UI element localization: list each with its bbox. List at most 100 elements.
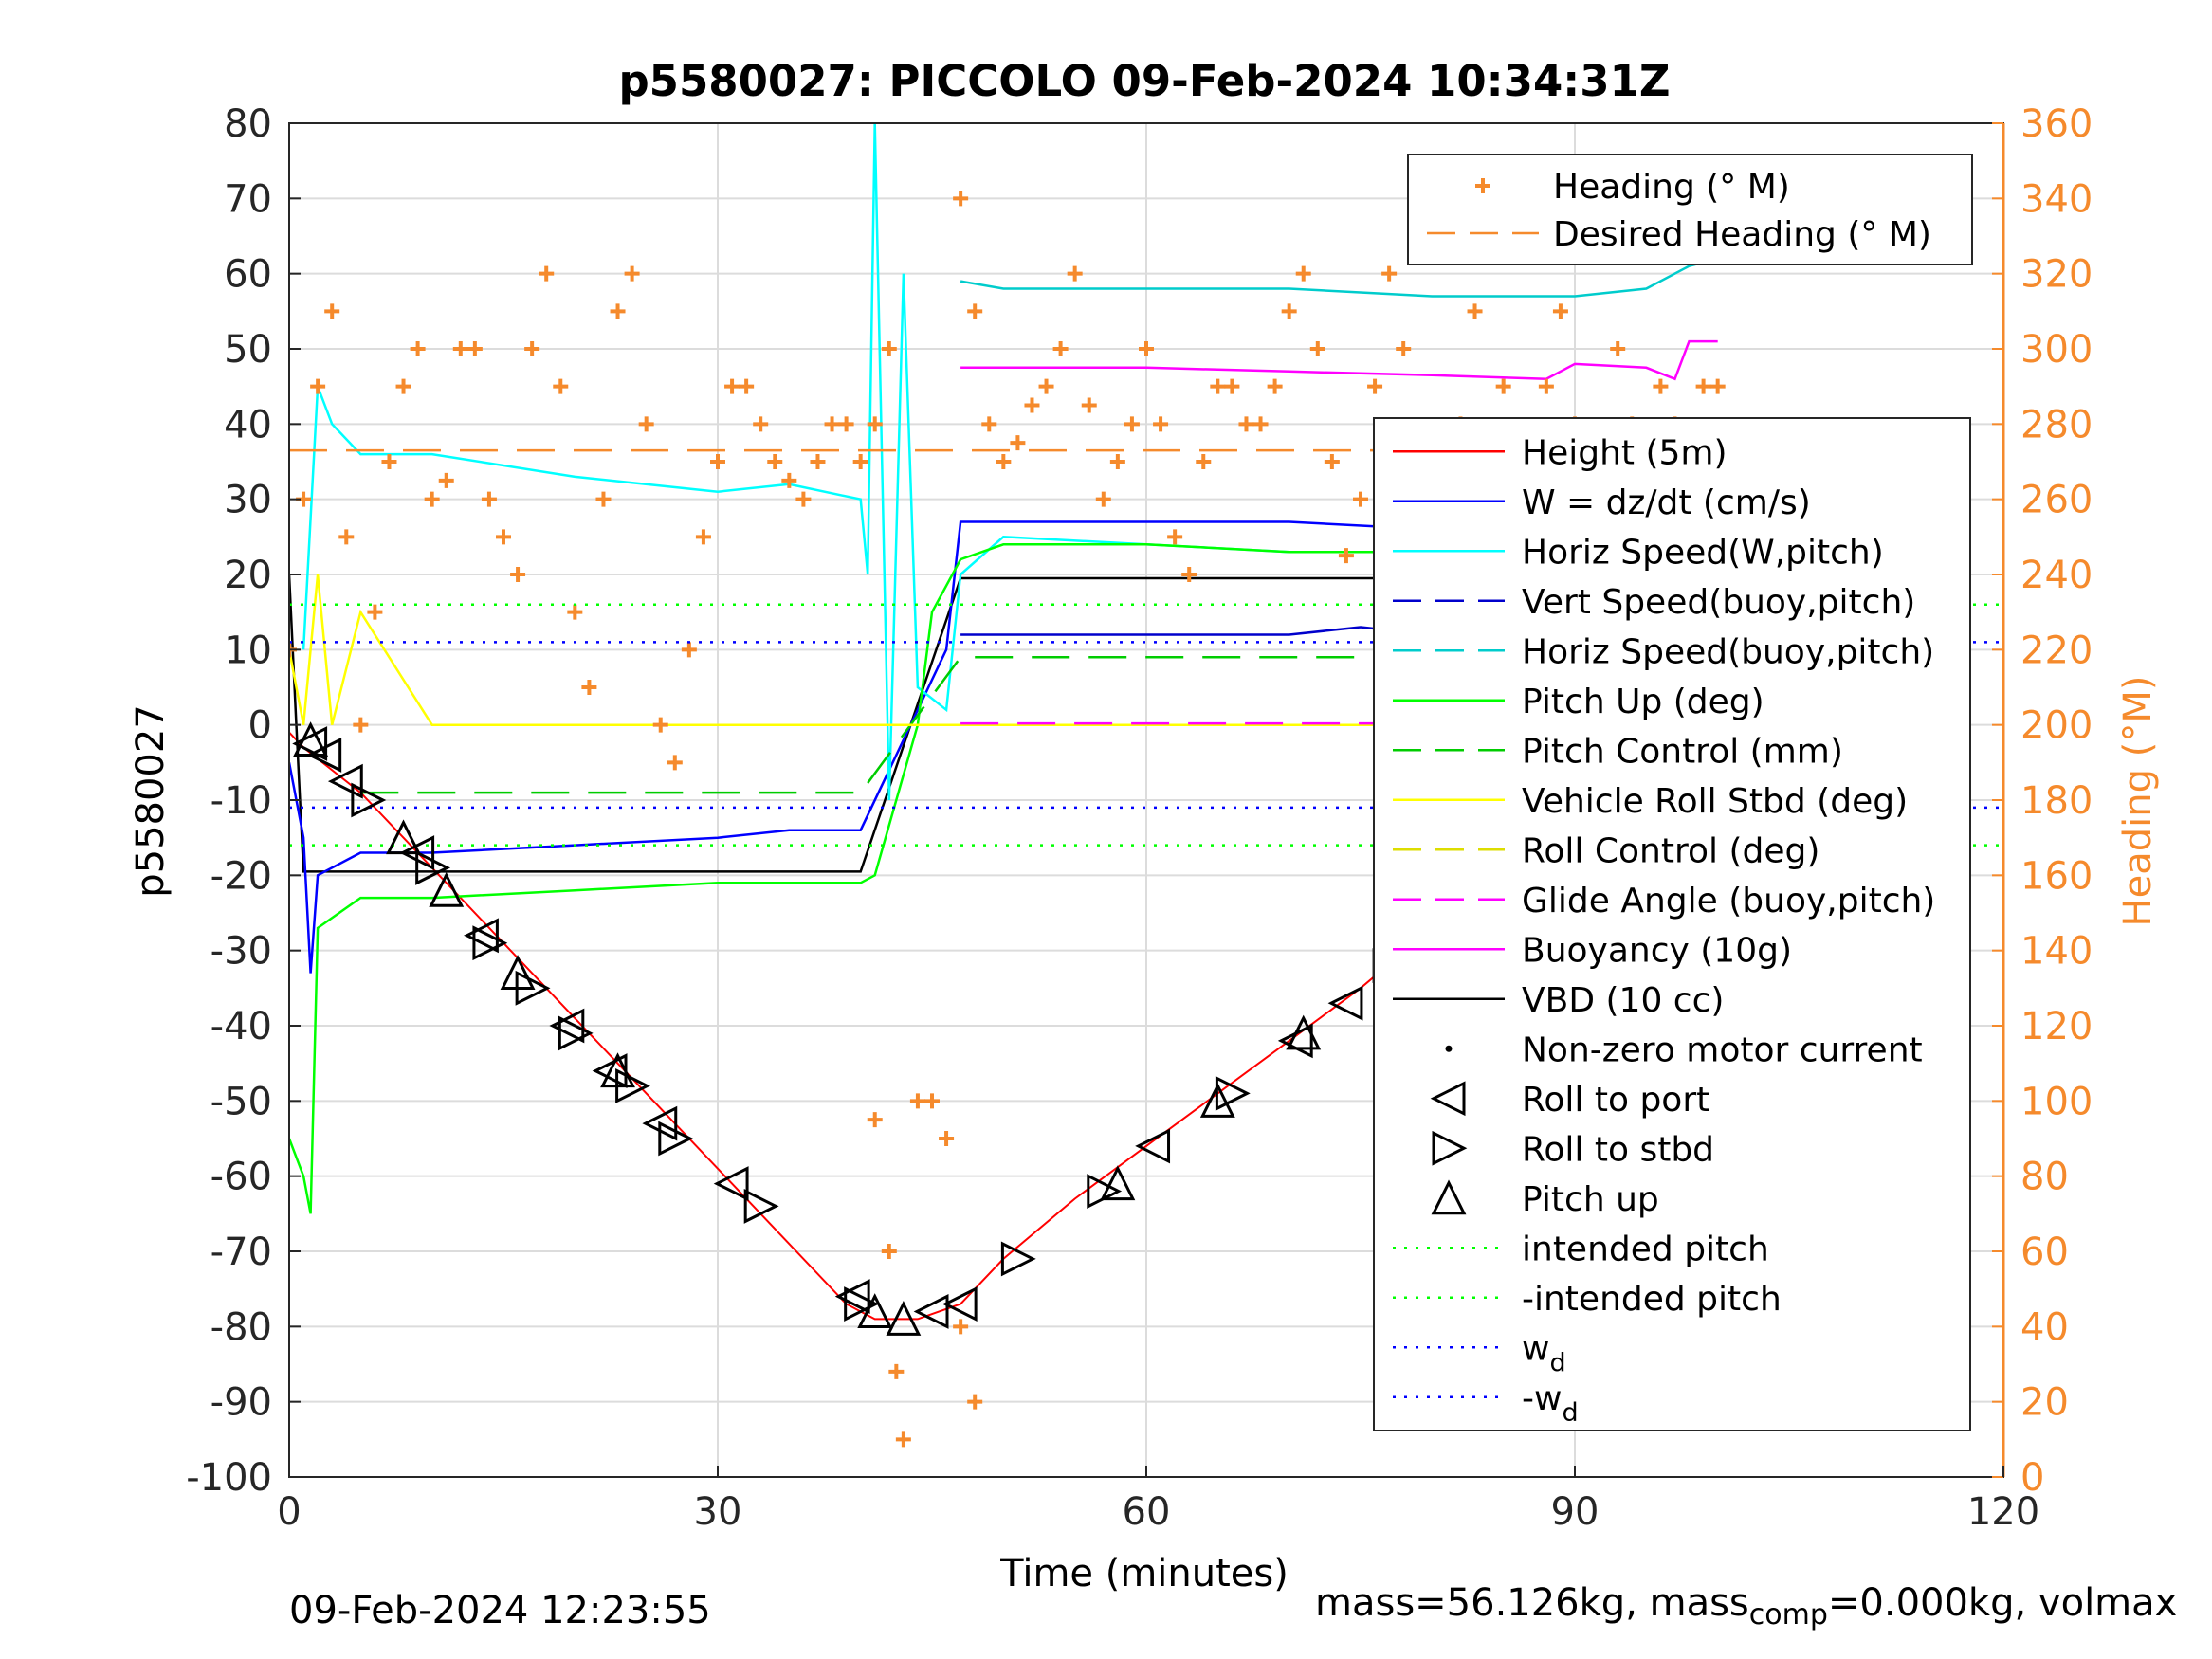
heading-point: [888, 1363, 905, 1379]
legend-label: Buoyancy (10g): [1522, 931, 1792, 970]
marker-roll-to-stbd: [1087, 1174, 1123, 1209]
marker-roll-to-port: [549, 1008, 585, 1044]
heading-point: [1196, 454, 1212, 469]
marker-roll-to-stbd: [415, 849, 451, 885]
heading-point: [496, 529, 511, 545]
y-tick-label: -10: [210, 779, 272, 823]
legend-label: Roll to port: [1522, 1081, 1709, 1120]
marker-roll-to-port: [327, 763, 363, 799]
y2-tick-label: 280: [2020, 403, 2093, 447]
legend-label: VBD (10 cc): [1522, 981, 1724, 1020]
heading-point: [553, 378, 569, 394]
heading-point: [395, 378, 411, 394]
heading-point: [581, 680, 597, 695]
heading-point: [881, 1244, 897, 1259]
heading-point: [1109, 454, 1125, 469]
marker-pitch-up: [600, 1052, 635, 1088]
marker-pitch-up: [1286, 1014, 1322, 1050]
marker-roll-to-port: [292, 726, 328, 761]
heading-point: [1367, 378, 1383, 394]
y-tick-label: -20: [210, 854, 272, 898]
heading-point: [452, 341, 468, 356]
heading-point: [510, 567, 526, 582]
y-tick-label: 40: [224, 403, 272, 447]
heading-point: [967, 1394, 983, 1410]
x-axis-label: Time (minutes): [999, 1552, 1289, 1595]
footer-mass-sub: comp: [1748, 1598, 1828, 1632]
legend-label: Glide Angle (buoy,pitch): [1522, 882, 1935, 921]
heading-point: [1010, 435, 1026, 451]
heading-point: [1038, 378, 1054, 394]
y2-tick-label: 360: [2020, 102, 2093, 146]
heading-point: [1538, 378, 1554, 394]
heading-point: [1353, 491, 1368, 507]
marker-roll-to-stbd: [844, 1286, 880, 1322]
heading-point: [1467, 303, 1483, 319]
legend-label: Horiz Speed(buoy,pitch): [1522, 632, 1934, 671]
heading-point: [1653, 378, 1669, 394]
y-tick-label: 10: [224, 629, 272, 672]
y2-tick-label: 240: [2020, 554, 2093, 597]
legend-sample-triangle: [1430, 1081, 1466, 1117]
heading-point: [1067, 265, 1083, 282]
heading-point: [1095, 491, 1111, 507]
x-tick-label: 90: [1551, 1490, 1600, 1534]
series-roll: [289, 574, 1718, 726]
heading-point: [539, 265, 555, 282]
marker-roll-to-port: [464, 918, 499, 954]
heading-point: [1695, 378, 1711, 394]
y2-tick-label: 160: [2020, 854, 2093, 898]
y-tick-label: 30: [224, 479, 272, 522]
marker-roll-to-stbd: [1215, 1075, 1251, 1111]
y2-tick-label: 0: [2020, 1456, 2044, 1500]
marker-roll-to-stbd: [658, 1121, 694, 1157]
heading-point: [710, 454, 725, 469]
heading-point: [1552, 303, 1568, 319]
heading-point: [996, 454, 1012, 469]
footer-mass-prefix: mass=56.126kg, mass: [1315, 1581, 1749, 1625]
legend-sample-triangle: [1432, 1130, 1468, 1166]
legend-heading: Heading (° M) Desired Heading (° M): [1407, 154, 1973, 265]
y2-tick-label: 340: [2020, 177, 2093, 221]
marker-roll-to-stbd: [472, 925, 508, 961]
legend-label: Vehicle Roll Stbd (deg): [1522, 782, 1908, 821]
y2-tick-label: 40: [2020, 1305, 2069, 1349]
marker-roll-to-port: [941, 1286, 978, 1322]
marker-pitch-up: [1100, 1165, 1136, 1201]
heading-point: [681, 642, 697, 658]
heading-point: [638, 416, 654, 432]
marker-roll-to-port: [713, 1166, 749, 1202]
heading-point: [1181, 567, 1197, 582]
axes: 80706050403020100-10-20-30-40-50-60-70-8…: [186, 102, 2093, 1534]
heading-point: [567, 604, 583, 620]
legend-label: Vert Speed(buoy,pitch): [1522, 583, 1915, 622]
heading-point: [824, 416, 840, 432]
heading-point: [810, 454, 826, 469]
y2-tick-label: 180: [2020, 779, 2093, 823]
x-tick-label: 60: [1123, 1490, 1171, 1534]
legend-sample-triangle: [1431, 1179, 1467, 1215]
x-tick-label: 30: [694, 1490, 742, 1534]
heading-point: [1167, 529, 1183, 545]
heading-point: [967, 303, 983, 319]
heading-point: [381, 454, 397, 469]
y-tick-label: 70: [224, 177, 272, 221]
y-tick-label: -60: [210, 1156, 272, 1199]
heading-point: [724, 378, 740, 394]
marker-roll-to-port: [306, 737, 342, 773]
y-tick-label: -30: [210, 930, 272, 974]
y2-tick-label: 60: [2020, 1231, 2069, 1274]
legend-label: Roll to stbd: [1522, 1130, 1714, 1169]
heading-point: [1309, 341, 1325, 356]
y2-tick-label: 100: [2020, 1080, 2093, 1123]
marker-roll-to-port: [1135, 1128, 1171, 1164]
heading-point: [981, 416, 997, 432]
heading-point: [867, 1112, 883, 1128]
heading-point: [1324, 454, 1340, 469]
y-tick-label: 60: [224, 253, 272, 297]
heading-point: [481, 491, 497, 507]
heading-point: [1267, 378, 1283, 394]
footer-timestamp: 09-Feb-2024 12:23:55: [289, 1589, 711, 1632]
heading-point: [1238, 416, 1254, 432]
marker-roll-to-stbd: [743, 1188, 779, 1224]
